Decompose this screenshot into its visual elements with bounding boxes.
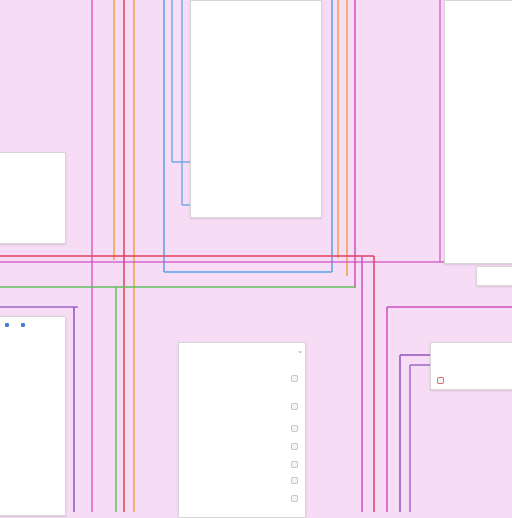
status-dot [21,323,25,327]
card-row [207,7,267,14]
checkbox-icon[interactable] [291,375,298,382]
card-row [207,79,287,86]
card-row [207,67,247,74]
node-card-bottom-center[interactable]: ⌄ [178,342,306,518]
checkbox-icon[interactable] [291,425,298,432]
checkbox-icon[interactable] [291,461,298,468]
close-icon[interactable]: ⌄ [297,346,304,355]
card-row [207,167,267,174]
card-row [207,31,257,38]
card-row [449,177,509,184]
card-row [449,41,509,48]
checkbox-icon[interactable] [291,477,298,484]
card-row [449,65,489,72]
card-row [449,5,479,12]
card-row [437,363,477,370]
card-row [1,223,31,230]
card-row [449,225,509,232]
card-row [189,491,225,498]
card-row [481,279,505,286]
card-row [189,449,229,456]
card-row [449,239,499,246]
node-card-bottom-right[interactable] [430,342,512,390]
card-row [207,43,247,50]
card-row [189,389,249,396]
card-row [1,203,51,210]
card-row [1,193,31,200]
card-row [207,155,247,162]
card-row [189,477,229,484]
card-row [447,378,477,385]
card-title [437,349,483,356]
card-row [449,137,499,144]
flag-icon [437,377,444,384]
card-row [207,55,267,62]
card-row [449,165,509,172]
card-row [189,405,243,412]
card-row [199,137,309,144]
card-row [199,195,309,202]
node-card-right-note[interactable] [476,266,512,286]
card-row [1,365,21,372]
checkbox-icon[interactable] [291,443,298,450]
card-row [449,77,493,84]
card-row [199,107,259,114]
card-row [449,153,485,160]
card-row [189,417,269,424]
checkbox-icon[interactable] [291,495,298,502]
card-row [207,179,267,186]
card-row [449,53,499,60]
node-card-bottom-left[interactable] [0,316,66,516]
card-row [199,117,313,124]
checkbox-icon[interactable] [291,403,298,410]
card-title [1,159,61,166]
status-dot [5,323,9,327]
card-row [207,187,277,194]
card-row [189,437,269,444]
card-row [449,125,509,132]
card-title [449,203,499,210]
card-row [31,321,51,328]
card-row [199,95,289,102]
card-row [207,19,277,26]
node-card-top-right[interactable] [444,0,512,264]
card-title [481,270,512,277]
card-row [449,29,489,36]
card-row [449,101,499,108]
card-title [185,349,225,356]
card-row [449,89,509,96]
card-row [199,205,299,212]
card-row [199,127,299,134]
card-row [1,213,41,220]
card-row [189,503,229,510]
card-row [1,233,41,240]
card-row [449,113,489,120]
card-row [1,379,21,386]
node-card-left-mid[interactable] [0,152,66,244]
node-card-top-center[interactable] [190,0,322,218]
card-row [189,365,219,372]
card-row [449,17,499,24]
card-row [189,461,209,468]
card-row [189,375,249,382]
